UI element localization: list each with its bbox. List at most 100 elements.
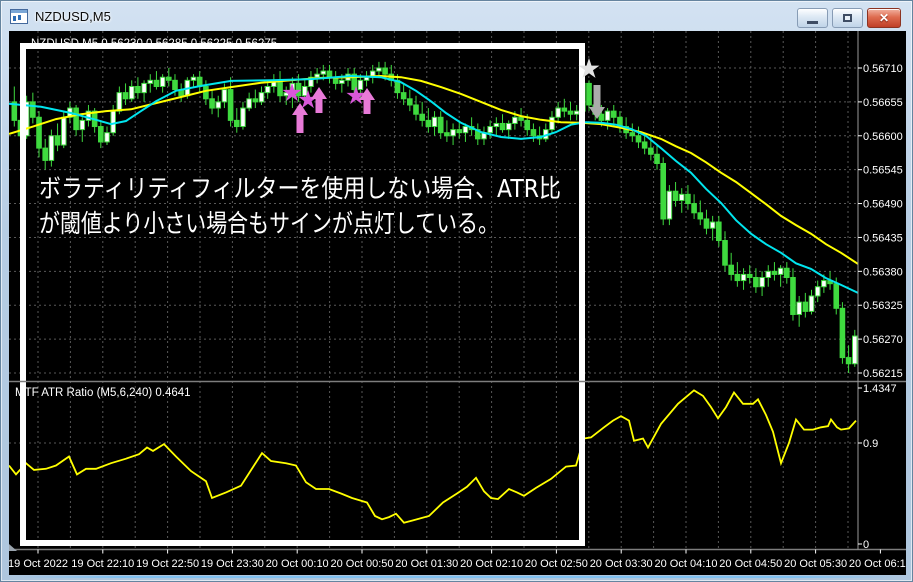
price-tick-label: 0.56655 [863, 97, 903, 109]
candle-body [85, 110, 92, 121]
price-tick-label: 0.56270 [863, 334, 903, 346]
candle-body [487, 126, 493, 134]
candle-body [407, 98, 413, 106]
candle-body [833, 283, 840, 309]
candle-body [110, 110, 116, 134]
candle-body [209, 98, 215, 109]
indicator-tick-label: 0.9 [863, 438, 878, 450]
time-axis-label: 20 Oct 00:50 [331, 558, 394, 570]
candle-body [839, 307, 846, 359]
candle-body [641, 141, 648, 149]
candle-body [227, 89, 234, 121]
price-tick-label: 0.56545 [863, 165, 903, 177]
candle-body [252, 98, 259, 103]
buy-signal-arrow[interactable] [311, 87, 327, 113]
candle-body [215, 101, 222, 109]
candle-body [190, 76, 197, 81]
candle-body [555, 107, 561, 118]
candle-body [135, 85, 141, 94]
indicator-tick-label: 1.4347 [863, 383, 897, 395]
candle-body [419, 113, 425, 121]
candle-body [549, 116, 555, 131]
chart-window-icon [10, 8, 28, 24]
candle-body [604, 110, 611, 121]
candle-body [240, 107, 246, 128]
candle-body [277, 79, 283, 97]
candle-body [518, 116, 524, 121]
time-axis-label: 19 Oct 2022 [9, 558, 68, 570]
candle-body [728, 264, 734, 275]
time-axis-label: 20 Oct 02:50 [525, 558, 588, 570]
price-tick-label: 0.56435 [863, 232, 903, 244]
candle-body [122, 92, 129, 100]
time-axis-label: 20 Oct 02:10 [460, 558, 523, 570]
candle-body [258, 92, 265, 103]
buy-signal-star[interactable] [346, 86, 366, 105]
annotation-text-line2: が閾値より小さい場合もサインが点灯している。 [39, 209, 499, 238]
time-axis-label: 20 Oct 04:10 [655, 558, 718, 570]
candle-body [98, 126, 104, 143]
candle-body [363, 76, 370, 81]
candle-body [128, 85, 135, 100]
candle-body [660, 163, 667, 220]
buy-signal-star[interactable] [298, 90, 318, 109]
candle-body [703, 218, 710, 229]
sell-signal-arrow[interactable] [589, 85, 605, 119]
candle-body [295, 82, 302, 97]
candle-body [851, 335, 858, 365]
candle-body [413, 104, 419, 115]
candle-body [499, 122, 506, 131]
candle-body [672, 190, 679, 201]
sell-signal-star[interactable] [578, 58, 600, 78]
axis-layer: 0.56710 0.56655 0.56600 0.56545 0.56490 0.564… [8, 31, 912, 570]
indicator-line [8, 389, 857, 524]
buy-signal-arrow[interactable] [292, 103, 308, 133]
titlebar[interactable]: NZDUSD,M5 [1, 1, 912, 31]
ma-fast-line [8, 74, 859, 294]
window-title: NZDUSD,M5 [35, 8, 111, 24]
time-axis-label: 20 Oct 01:30 [395, 558, 458, 570]
candle-body [382, 67, 388, 75]
candle-body [116, 92, 123, 112]
candle-body [722, 240, 728, 266]
chart-svg[interactable]: NZDUSD,M5 0.56230 0.56285 0.56225 0.5627… [8, 31, 912, 575]
chart-area[interactable]: NZDUSD,M5 0.56230 0.56285 0.56225 0.5627… [8, 31, 912, 575]
candle-body [351, 73, 357, 91]
highlight-rectangle[interactable] [20, 43, 585, 546]
candle-body [221, 89, 228, 103]
minimize-button[interactable] [797, 8, 828, 28]
candle-body [505, 122, 512, 131]
time-axis-label: 20 Oct 05:30 [784, 558, 847, 570]
candle-body [320, 70, 327, 75]
candle-body [172, 79, 178, 91]
candle-body [166, 76, 172, 81]
close-button[interactable]: ✕ [867, 8, 901, 28]
candle-body [339, 79, 345, 84]
time-axis-label: 20 Oct 03:30 [590, 558, 653, 570]
candle-body [771, 270, 778, 275]
candle-body [48, 135, 55, 161]
buy-signal-star[interactable] [282, 83, 302, 102]
ma-slow-line [8, 74, 859, 265]
time-axis-label: 20 Oct 06:10 [849, 558, 906, 570]
window-controls: ✕ [797, 8, 901, 28]
candle-body [648, 147, 654, 155]
candle-body [765, 270, 772, 278]
candle-body [740, 273, 747, 282]
series-layer [8, 61, 859, 524]
candle-body [734, 273, 741, 282]
candle-body [796, 301, 802, 315]
candle-body [456, 129, 463, 134]
candle-body [233, 119, 240, 128]
candle-body [784, 267, 790, 278]
restore-button[interactable] [832, 8, 863, 28]
buy-signal-arrow[interactable] [359, 88, 375, 114]
candle-body [709, 221, 716, 229]
candle-body [42, 147, 49, 161]
resize-grip [9, 544, 17, 551]
candle-body [493, 122, 500, 128]
candle-body [697, 212, 704, 220]
restore-icon [843, 14, 852, 22]
candle-body [357, 79, 364, 91]
candle-body [561, 107, 568, 112]
